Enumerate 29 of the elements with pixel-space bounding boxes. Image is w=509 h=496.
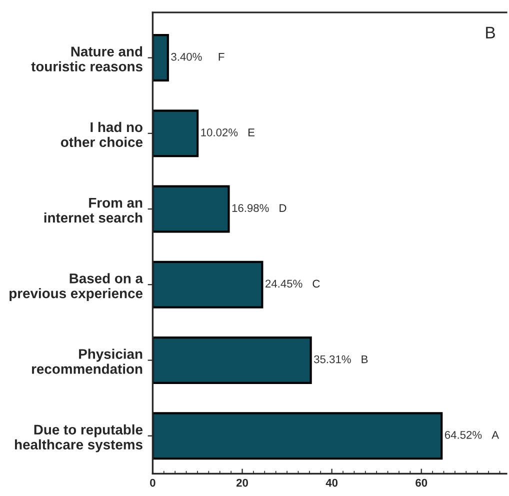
y-tick-label: Due to reputable healthcare systems: [15, 424, 143, 452]
bar: [152, 34, 169, 82]
annotation: F: [218, 53, 224, 61]
annotation: E: [248, 128, 255, 136]
bar: [152, 260, 264, 308]
y-tick-label: From an internet search: [44, 198, 142, 223]
data-label: 3.40%: [171, 52, 202, 61]
bar: [152, 110, 199, 158]
y-tick-label: I had no other choice: [60, 122, 143, 148]
annotation: C: [312, 280, 320, 288]
annotation: B: [362, 355, 368, 364]
x-tick-label: 20: [236, 478, 248, 487]
bar: [152, 336, 312, 384]
data-label: 35.31%: [314, 355, 351, 364]
y-tick-label: Physician recommendation: [32, 348, 142, 374]
data-label: 10.02%: [201, 128, 238, 136]
x-tick-label: 0: [150, 478, 156, 487]
x-tick-label: 40: [326, 478, 338, 487]
data-label: 24.45%: [266, 280, 302, 288]
annotation: A: [492, 431, 500, 439]
annotation: B: [486, 26, 495, 38]
annotation: D: [280, 204, 286, 212]
x-tick-label: 60: [416, 478, 428, 487]
data-label: 64.52%: [444, 430, 482, 439]
bar: [152, 185, 230, 233]
y-tick-label: Based on a previous experience: [10, 273, 144, 302]
bar: [152, 412, 443, 460]
data-label: 16.98%: [232, 204, 269, 212]
y-tick-label: Nature and touristic reasons: [31, 46, 142, 72]
